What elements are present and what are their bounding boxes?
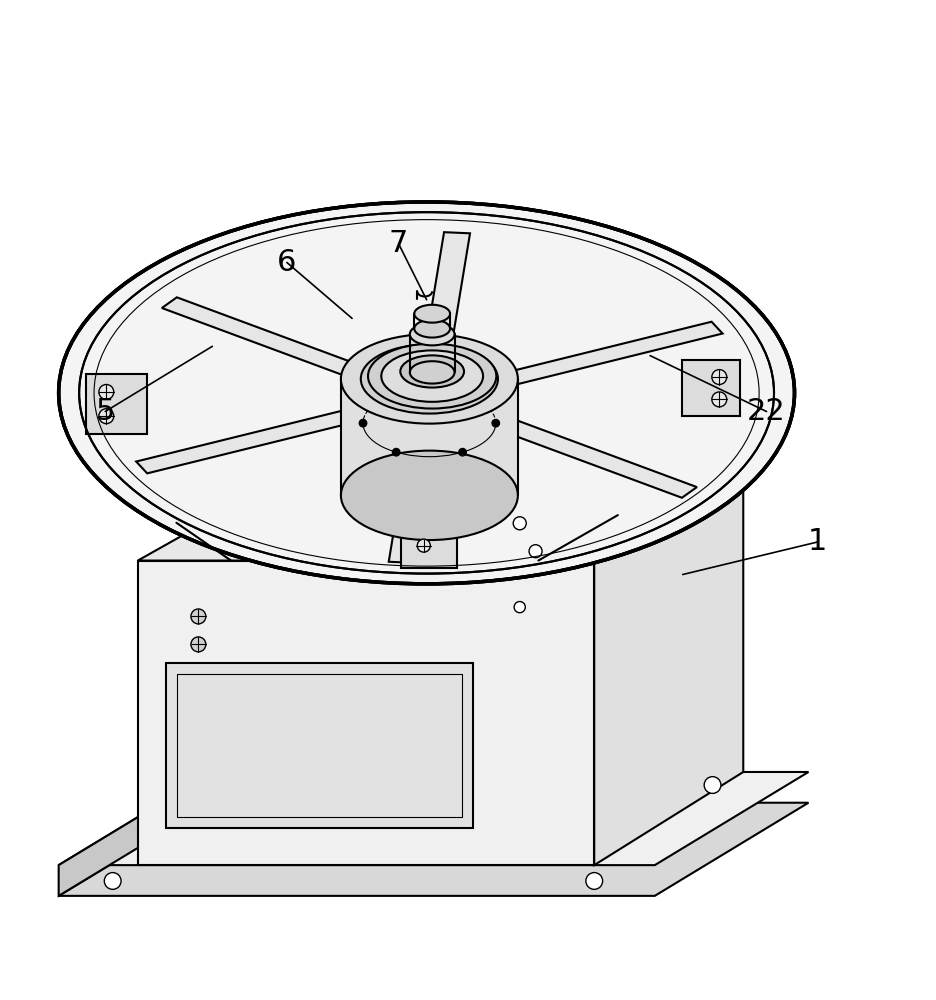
Polygon shape — [138, 477, 742, 561]
Polygon shape — [166, 663, 473, 828]
Ellipse shape — [391, 360, 466, 398]
Polygon shape — [593, 477, 742, 865]
Circle shape — [711, 370, 726, 385]
Text: 6: 6 — [277, 248, 296, 277]
Circle shape — [392, 390, 400, 398]
Circle shape — [491, 419, 499, 427]
Ellipse shape — [59, 202, 794, 584]
Polygon shape — [505, 322, 722, 384]
Circle shape — [417, 539, 430, 552]
Ellipse shape — [409, 361, 454, 384]
Polygon shape — [138, 561, 593, 865]
Ellipse shape — [381, 350, 483, 402]
Ellipse shape — [368, 344, 496, 409]
Ellipse shape — [341, 451, 518, 540]
Circle shape — [514, 602, 525, 613]
Text: 22: 22 — [746, 397, 785, 426]
Ellipse shape — [414, 305, 449, 323]
Circle shape — [104, 873, 121, 889]
Polygon shape — [388, 442, 434, 563]
Circle shape — [585, 873, 602, 889]
Text: 5: 5 — [95, 397, 115, 426]
Polygon shape — [401, 523, 457, 568]
Circle shape — [513, 517, 526, 530]
Text: 1: 1 — [807, 527, 826, 556]
Ellipse shape — [400, 355, 463, 388]
Ellipse shape — [341, 334, 518, 424]
Circle shape — [191, 609, 206, 624]
Polygon shape — [162, 297, 363, 377]
Circle shape — [711, 392, 726, 407]
Ellipse shape — [409, 323, 454, 345]
Polygon shape — [681, 360, 739, 416]
Circle shape — [459, 448, 466, 456]
Circle shape — [358, 419, 366, 427]
Circle shape — [529, 545, 542, 558]
Polygon shape — [136, 411, 353, 473]
Polygon shape — [341, 379, 518, 495]
Text: 7: 7 — [388, 229, 408, 258]
Circle shape — [392, 448, 400, 456]
Polygon shape — [495, 418, 696, 498]
Ellipse shape — [373, 351, 484, 407]
Circle shape — [459, 390, 466, 398]
Polygon shape — [59, 803, 808, 896]
Circle shape — [191, 637, 206, 652]
Ellipse shape — [414, 320, 449, 338]
Circle shape — [99, 409, 113, 424]
Polygon shape — [59, 772, 212, 896]
Circle shape — [99, 385, 113, 399]
Circle shape — [220, 779, 236, 795]
Ellipse shape — [360, 344, 497, 414]
Polygon shape — [86, 374, 147, 434]
Circle shape — [703, 777, 720, 793]
Polygon shape — [59, 772, 808, 865]
Polygon shape — [424, 232, 470, 353]
